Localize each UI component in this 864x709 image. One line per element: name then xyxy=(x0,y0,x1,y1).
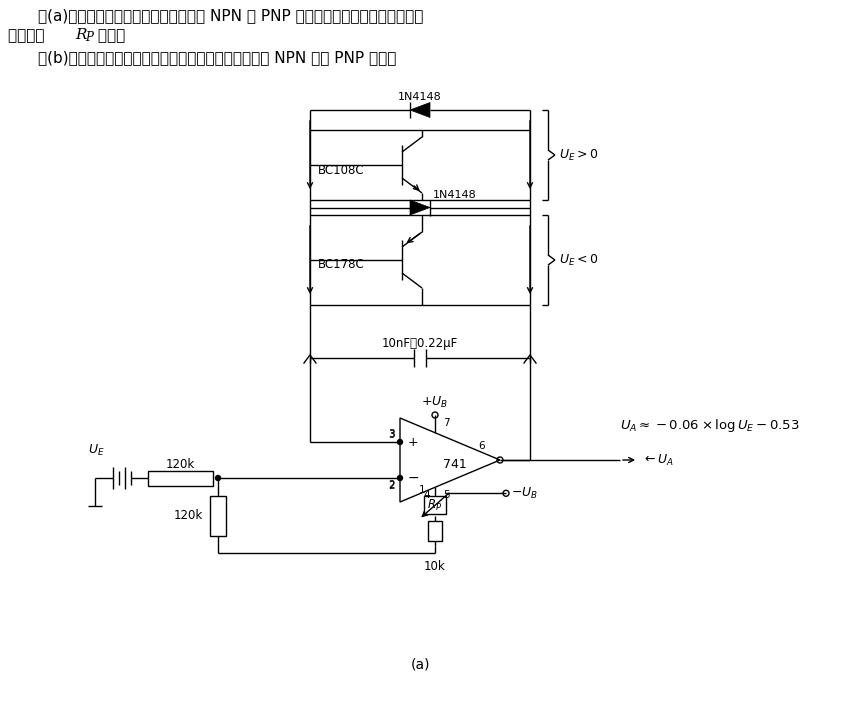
Text: 1N4148: 1N4148 xyxy=(398,92,442,102)
Text: +: + xyxy=(408,435,419,449)
Text: 120k: 120k xyxy=(174,509,203,522)
Text: 节电位器: 节电位器 xyxy=(8,28,49,43)
Text: 3: 3 xyxy=(389,430,395,440)
Polygon shape xyxy=(410,103,430,118)
Text: 2: 2 xyxy=(389,481,395,491)
Text: 10nF～0.22μF: 10nF～0.22μF xyxy=(382,337,458,350)
Text: (a): (a) xyxy=(410,658,429,672)
Circle shape xyxy=(397,440,403,445)
Text: $U_E<0$: $U_E<0$ xyxy=(559,252,599,267)
Text: 10k: 10k xyxy=(424,560,446,573)
Text: $-U_B$: $-U_B$ xyxy=(511,486,538,501)
Text: 3: 3 xyxy=(389,429,395,439)
Text: 调整。: 调整。 xyxy=(93,28,125,43)
Text: BC178C: BC178C xyxy=(318,259,365,272)
Text: P: P xyxy=(85,31,92,44)
Text: $+U_B$: $+U_B$ xyxy=(422,394,448,410)
Text: 1N4148: 1N4148 xyxy=(433,189,477,199)
Text: 图(a)电路可以根据输入信号的极性选用 NPN 或 PNP 晶体管，其零位电压可以通过调: 图(a)电路可以根据输入信号的极性选用 NPN 或 PNP 晶体管，其零位电压可… xyxy=(38,8,423,23)
Text: 图(b)电路可用作反对数表，其晶体管也可根据极性选用 NPN 型或 PNP 型的。: 图(b)电路可用作反对数表，其晶体管也可根据极性选用 NPN 型或 PNP 型的… xyxy=(38,50,397,65)
Text: BC108C: BC108C xyxy=(318,164,365,177)
Circle shape xyxy=(215,476,220,481)
Text: 6: 6 xyxy=(479,441,486,451)
Bar xyxy=(148,471,213,486)
Text: $U_E>0$: $U_E>0$ xyxy=(559,147,599,162)
Text: 741: 741 xyxy=(443,459,467,471)
Text: $U_A\approx-0.06\times\log U_E-0.53$: $U_A\approx-0.06\times\log U_E-0.53$ xyxy=(620,416,800,433)
Circle shape xyxy=(397,476,403,481)
Text: 120k: 120k xyxy=(166,457,195,471)
Bar xyxy=(428,521,442,541)
Text: $\leftarrow U_A$: $\leftarrow U_A$ xyxy=(642,452,674,467)
Text: R: R xyxy=(75,28,86,42)
Text: 5: 5 xyxy=(443,491,449,501)
Bar xyxy=(424,496,446,514)
Text: −: − xyxy=(408,471,420,485)
Bar xyxy=(210,496,226,535)
Polygon shape xyxy=(410,200,430,215)
Text: 4: 4 xyxy=(423,491,430,501)
Text: $R_P$: $R_P$ xyxy=(428,498,442,513)
Text: 2: 2 xyxy=(389,480,395,490)
Text: 7: 7 xyxy=(443,418,449,428)
Text: 1: 1 xyxy=(419,485,425,496)
Text: $U_E$: $U_E$ xyxy=(88,442,105,457)
